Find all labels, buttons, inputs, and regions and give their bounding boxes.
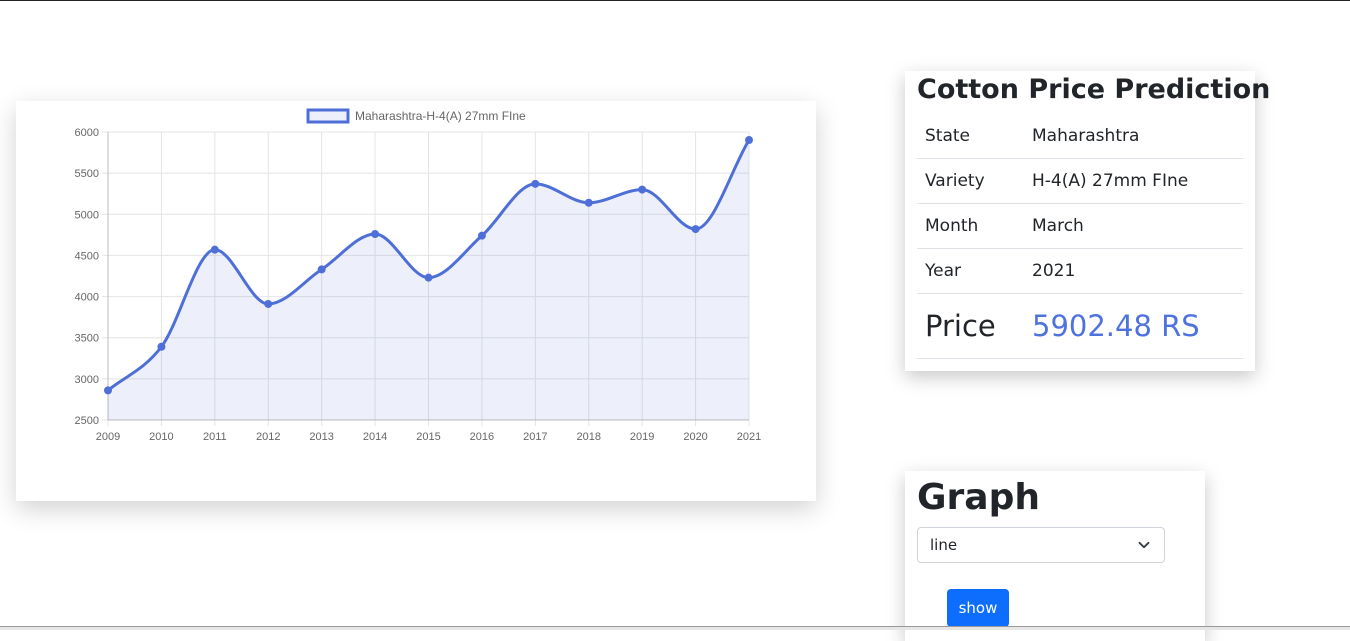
variety-value: H-4(A) 27mm FIne [1024,158,1243,204]
chevron-down-icon [1138,541,1150,549]
data-point [264,299,273,308]
x-tick-label: 2011 [203,431,227,443]
y-tick-label: 2500 [75,415,99,427]
data-point [531,179,540,188]
x-tick-label: 2019 [630,431,654,443]
x-tick-label: 2021 [737,431,761,443]
x-tick-label: 2016 [470,431,494,443]
y-tick-label: 4500 [75,250,99,262]
data-point [317,265,326,274]
y-tick-label: 5000 [75,209,99,221]
chart-card: 2500 3000 3500 4000 4500 5000 5500 6000 2009 2010… [16,101,816,501]
x-tick-label: 2014 [363,431,387,443]
data-point [477,231,486,240]
state-value: Maharashtra [1024,114,1243,159]
prediction-card: Cotton Price Prediction State Maharashtr… [905,71,1270,371]
legend-swatch [306,108,350,124]
price-value: 5902.48 RS [1024,293,1243,359]
x-tick-label: 2012 [256,431,280,443]
month-row: Month March [917,203,1243,249]
y-tick-label: 5500 [75,168,99,180]
data-point [157,342,166,351]
x-tick-label: 2010 [149,431,173,443]
price-row: Price 5902.48 RS [917,293,1243,359]
data-point [638,185,647,194]
chart-type-select[interactable]: line [917,527,1165,563]
state-row: State Maharashtra [917,114,1243,159]
year-row: Year 2021 [917,248,1243,294]
prediction-table: State Maharashtra Variety H-4(A) 27mm FI… [917,114,1243,359]
price-label: Price [917,293,1024,359]
graph-title: Graph [917,477,1040,518]
graph-card: Graph line show [905,471,1205,641]
x-tick-label: 2020 [683,431,707,443]
variety-label: Variety [917,158,1024,204]
month-label: Month [917,203,1024,249]
y-tick-label: 4000 [75,292,99,304]
prediction-title: Cotton Price Prediction [917,74,1271,105]
x-tick-label: 2009 [96,431,120,443]
top-border [0,0,1350,1]
y-tick-label: 3000 [75,374,99,386]
data-point [691,225,700,234]
x-tick-label: 2015 [416,431,440,443]
data-point [424,273,433,282]
year-label: Year [917,248,1024,294]
show-button[interactable]: show [947,589,1009,627]
state-label: State [917,114,1024,159]
line-chart: 2500 3000 3500 4000 4500 5000 5500 6000 2009 2010… [75,108,761,443]
data-point [584,198,593,207]
data-point [104,386,112,395]
data-point [745,136,753,145]
variety-row: Variety H-4(A) 27mm FIne [917,158,1243,204]
y-tick-label: 6000 [75,127,99,139]
legend-label: Maharashtra-H-4(A) 27mm FIne [355,109,526,123]
x-tick-label: 2017 [523,431,547,443]
month-value: March [1024,203,1243,249]
year-value: 2021 [1024,248,1243,294]
chart-type-select-value: line [930,536,958,554]
bottom-taskbar-edge [0,626,1350,630]
x-tick-label: 2013 [309,431,333,443]
data-point [210,245,219,254]
x-tick-label: 2018 [577,431,601,443]
data-point [371,230,380,239]
y-tick-label: 3500 [75,333,99,345]
